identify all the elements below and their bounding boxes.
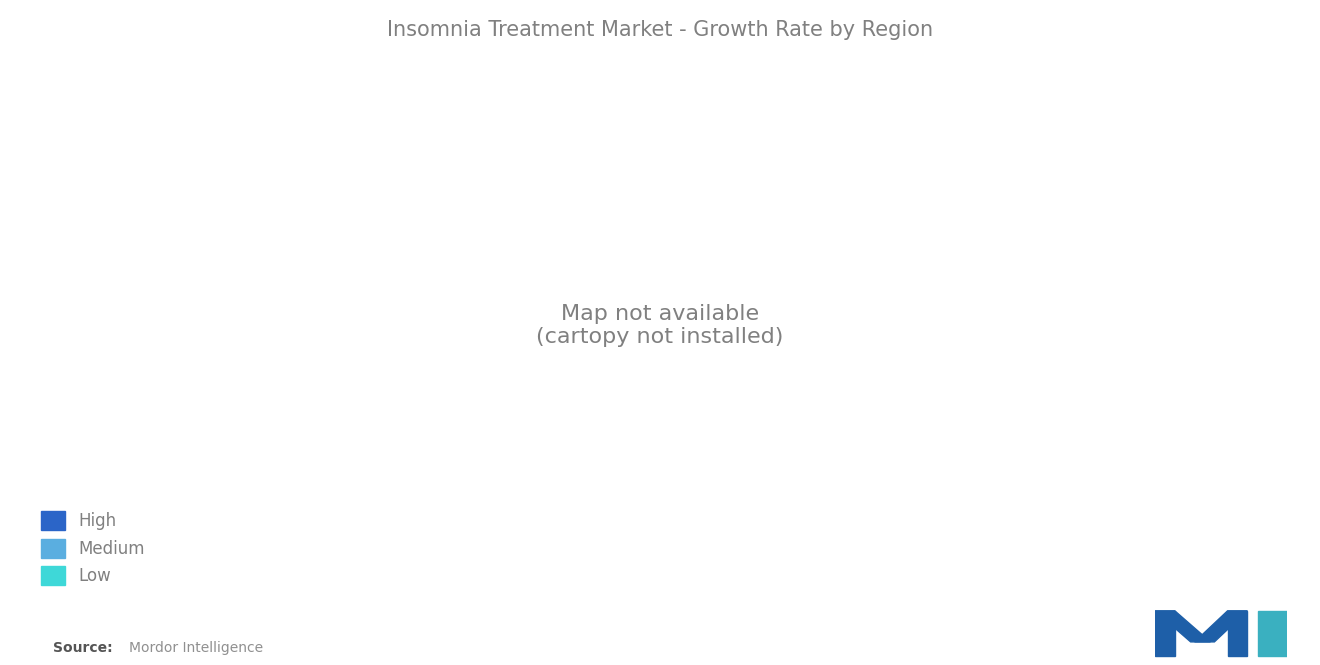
Text: Insomnia Treatment Market - Growth Rate by Region: Insomnia Treatment Market - Growth Rate …: [387, 20, 933, 40]
Polygon shape: [1258, 610, 1287, 656]
Text: Mordor Intelligence: Mordor Intelligence: [129, 641, 264, 655]
Polygon shape: [1228, 610, 1247, 656]
Text: Map not available
(cartopy not installed): Map not available (cartopy not installed…: [536, 305, 784, 347]
Legend: High, Medium, Low: High, Medium, Low: [34, 504, 152, 592]
Polygon shape: [1195, 610, 1247, 642]
Text: Source:: Source:: [53, 641, 112, 655]
Polygon shape: [1155, 610, 1210, 642]
Polygon shape: [1155, 610, 1175, 656]
